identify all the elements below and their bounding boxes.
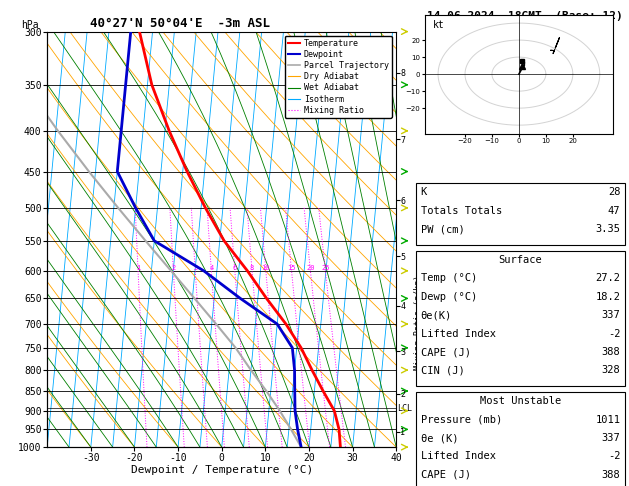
Text: 18.2: 18.2 [595,292,620,302]
Text: Dewp (°C): Dewp (°C) [421,292,477,302]
Text: 20: 20 [306,265,314,271]
Text: -2: -2 [608,329,620,339]
Text: 388: 388 [601,347,620,357]
Text: Totals Totals: Totals Totals [421,206,502,216]
Text: 15: 15 [287,265,296,271]
X-axis label: Dewpoint / Temperature (°C): Dewpoint / Temperature (°C) [131,466,313,475]
Text: 8: 8 [250,265,254,271]
Text: Surface: Surface [499,255,542,265]
Text: LCL: LCL [398,403,413,413]
FancyBboxPatch shape [416,183,625,245]
Text: 14.06.2024  18GMT  (Base: 12): 14.06.2024 18GMT (Base: 12) [427,11,623,21]
Text: Temp (°C): Temp (°C) [421,273,477,283]
Text: 1: 1 [136,265,140,271]
Text: 3.35: 3.35 [595,224,620,234]
Text: 2: 2 [171,265,175,271]
Text: Lifted Index: Lifted Index [421,451,496,462]
Text: 10: 10 [262,265,270,271]
Text: Mixing Ratio (g/kg): Mixing Ratio (g/kg) [415,275,423,370]
Text: 4: 4 [209,265,213,271]
Text: 27.2: 27.2 [595,273,620,283]
Text: 337: 337 [601,310,620,320]
Text: 337: 337 [601,433,620,443]
Text: CAPE (J): CAPE (J) [421,347,470,357]
Text: Lifted Index: Lifted Index [421,329,496,339]
Text: Most Unstable: Most Unstable [480,396,561,406]
Text: km: km [436,44,447,54]
Text: 328: 328 [601,365,620,376]
Text: 28: 28 [608,187,620,197]
Title: 40°27'N 50°04'E  -3m ASL: 40°27'N 50°04'E -3m ASL [90,17,270,31]
Text: θe(K): θe(K) [421,310,452,320]
Text: hPa: hPa [21,19,38,30]
FancyBboxPatch shape [416,251,625,386]
Text: 388: 388 [601,470,620,480]
Text: 3: 3 [193,265,198,271]
Text: kt: kt [433,20,445,30]
Text: 1011: 1011 [595,415,620,425]
FancyBboxPatch shape [416,392,625,486]
Text: θe (K): θe (K) [421,433,458,443]
Text: Pressure (mb): Pressure (mb) [421,415,502,425]
Text: © weatheronline.co.uk: © weatheronline.co.uk [472,473,577,482]
Text: ASL: ASL [433,69,450,79]
Legend: Temperature, Dewpoint, Parcel Trajectory, Dry Adiabat, Wet Adiabat, Isotherm, Mi: Temperature, Dewpoint, Parcel Trajectory… [284,36,392,118]
Text: -2: -2 [608,451,620,462]
Text: CAPE (J): CAPE (J) [421,470,470,480]
Text: 47: 47 [608,206,620,216]
Text: K: K [421,187,427,197]
Text: 25: 25 [321,265,330,271]
Text: PW (cm): PW (cm) [421,224,464,234]
Text: CIN (J): CIN (J) [421,365,464,376]
Text: 6: 6 [233,265,237,271]
